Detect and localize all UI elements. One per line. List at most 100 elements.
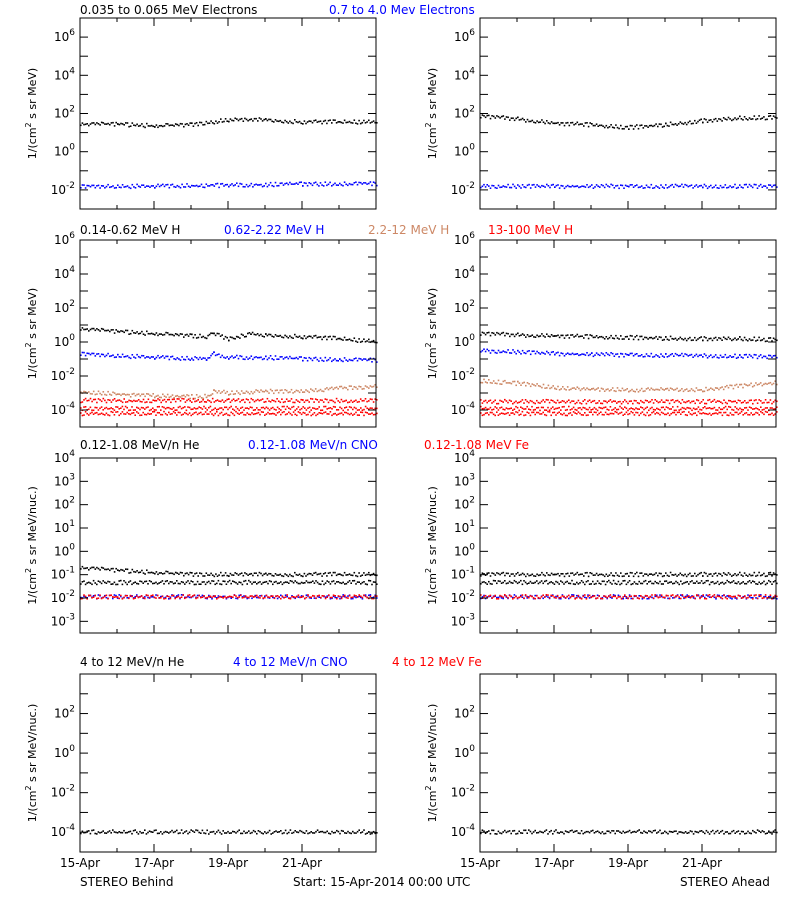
data-point bbox=[679, 354, 682, 357]
data-point bbox=[675, 580, 677, 583]
data-point bbox=[562, 352, 564, 355]
data-point bbox=[235, 335, 238, 338]
data-point bbox=[521, 583, 524, 586]
data-point bbox=[657, 338, 659, 340]
data-point bbox=[244, 579, 247, 582]
data-point bbox=[208, 594, 210, 597]
data-point bbox=[579, 582, 581, 584]
data-point bbox=[732, 574, 735, 576]
data-point bbox=[322, 401, 325, 403]
data-point bbox=[568, 575, 571, 577]
data-point bbox=[513, 575, 516, 577]
data-point bbox=[505, 582, 508, 585]
data-point bbox=[227, 408, 229, 411]
data-point bbox=[305, 122, 307, 125]
data-point bbox=[774, 408, 776, 410]
data-point bbox=[337, 121, 339, 123]
data-point bbox=[572, 406, 575, 409]
data-point bbox=[88, 391, 90, 393]
data-point bbox=[104, 187, 106, 189]
data-point bbox=[651, 399, 653, 401]
data-point bbox=[627, 413, 629, 416]
data-point bbox=[729, 118, 731, 120]
data-point bbox=[185, 409, 188, 412]
data-point bbox=[656, 594, 658, 597]
data-point bbox=[80, 401, 82, 404]
data-point bbox=[674, 388, 677, 391]
data-point bbox=[685, 575, 688, 578]
data-point bbox=[189, 122, 191, 124]
data-point bbox=[683, 401, 685, 403]
data-point bbox=[100, 412, 103, 415]
data-point bbox=[92, 122, 95, 124]
data-point bbox=[126, 401, 129, 403]
data-point bbox=[337, 413, 340, 415]
data-point bbox=[677, 354, 680, 357]
data-point bbox=[222, 580, 224, 582]
data-point bbox=[197, 399, 199, 401]
data-point bbox=[94, 582, 96, 584]
data-point bbox=[706, 339, 709, 342]
data-point bbox=[526, 350, 529, 353]
data-point bbox=[728, 595, 730, 598]
data-point bbox=[731, 581, 733, 583]
data-point bbox=[603, 575, 606, 578]
data-point bbox=[574, 598, 576, 600]
data-point bbox=[745, 338, 747, 341]
data-point bbox=[520, 400, 522, 403]
data-point bbox=[210, 401, 212, 404]
data-point bbox=[720, 582, 722, 584]
data-point bbox=[303, 182, 306, 184]
data-point bbox=[491, 597, 493, 599]
data-point bbox=[232, 398, 235, 400]
data-point bbox=[296, 408, 298, 410]
data-point bbox=[215, 400, 217, 402]
data-point bbox=[278, 596, 280, 598]
data-point bbox=[117, 393, 119, 395]
data-point bbox=[521, 596, 524, 598]
data-point bbox=[636, 388, 638, 391]
data-point bbox=[484, 381, 487, 383]
data-point bbox=[628, 185, 630, 188]
data-point bbox=[555, 184, 558, 187]
data-point bbox=[133, 392, 135, 395]
data-point bbox=[255, 572, 257, 574]
data-point bbox=[223, 356, 225, 359]
data-point bbox=[347, 574, 349, 576]
data-point bbox=[673, 389, 675, 391]
data-point bbox=[236, 182, 238, 184]
data-point bbox=[198, 412, 200, 415]
data-point bbox=[599, 573, 601, 576]
data-point bbox=[692, 187, 694, 189]
data-point bbox=[238, 594, 240, 597]
data-point bbox=[673, 338, 675, 340]
data-point bbox=[262, 597, 264, 599]
data-point bbox=[284, 389, 286, 391]
data-point bbox=[580, 414, 583, 416]
data-point bbox=[560, 352, 562, 354]
data-point bbox=[681, 406, 684, 409]
data-point bbox=[184, 401, 187, 403]
data-point bbox=[702, 594, 704, 596]
data-point bbox=[736, 402, 738, 404]
data-point bbox=[265, 118, 267, 120]
data-point bbox=[297, 336, 299, 338]
data-point bbox=[164, 597, 167, 600]
data-point bbox=[648, 414, 650, 417]
data-point bbox=[619, 596, 621, 598]
data-point bbox=[774, 399, 776, 402]
data-point bbox=[224, 832, 226, 834]
data-point bbox=[308, 356, 310, 359]
data-point bbox=[126, 594, 128, 597]
data-point bbox=[768, 337, 770, 339]
data-point bbox=[265, 413, 268, 415]
data-point bbox=[721, 597, 724, 600]
data-point bbox=[120, 579, 122, 582]
data-point bbox=[192, 125, 195, 127]
data-point bbox=[611, 409, 613, 411]
data-point bbox=[489, 575, 492, 577]
data-point bbox=[605, 388, 608, 391]
data-point bbox=[263, 336, 265, 338]
data-point bbox=[644, 125, 646, 127]
data-point bbox=[547, 335, 550, 337]
